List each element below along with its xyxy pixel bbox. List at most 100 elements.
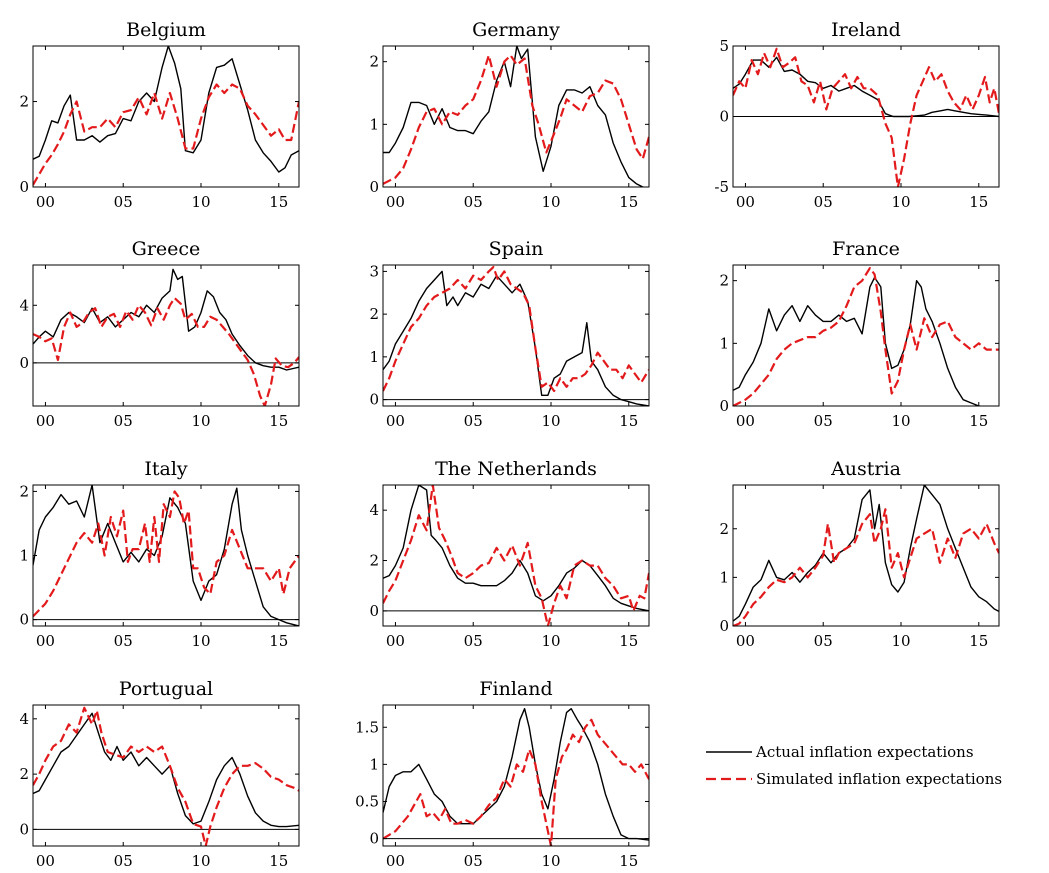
x-tick-label: 15 — [269, 412, 288, 430]
y-tick-label: 0 — [19, 178, 29, 196]
y-tick-label: 1 — [369, 348, 379, 366]
series-simulated-line — [733, 508, 999, 626]
x-tick-label: 15 — [969, 412, 988, 430]
series-actual-line — [33, 46, 299, 173]
y-tick-label: 0 — [19, 611, 29, 629]
panel-portugual: Portugual 0 2 4 00 05 10 15 — [19, 678, 300, 870]
series-simulated-line — [383, 54, 649, 185]
x-tick-label: 05 — [814, 632, 833, 650]
panel-title: Spain — [489, 238, 544, 260]
panel-title: Ireland — [831, 19, 901, 41]
axes-frame — [382, 704, 650, 847]
x-tick-label: 05 — [464, 632, 483, 650]
x-tick-label: 00 — [736, 632, 755, 650]
y-tick-label: 2 — [369, 305, 379, 323]
y-tick-label: 0 — [369, 830, 379, 848]
y-tick-label: 0 — [369, 391, 379, 409]
x-tick-label: 15 — [969, 632, 988, 650]
axes-frame — [382, 264, 650, 407]
y-tick-label: 0 — [719, 108, 729, 126]
x-tick-label: 10 — [891, 632, 910, 650]
panel-title: Finland — [479, 678, 552, 700]
y-tick-label: 1.5 — [355, 718, 379, 736]
axes-frame — [382, 484, 650, 627]
series-simulated-line — [733, 267, 999, 406]
y-tick-label: 2 — [369, 53, 379, 71]
panel-title: Germany — [472, 19, 560, 41]
series-simulated-line — [33, 490, 299, 618]
x-tick-label: 10 — [191, 852, 210, 870]
y-tick-label: 2 — [19, 765, 29, 783]
series-simulated-line — [33, 706, 299, 846]
x-tick-label: 15 — [619, 632, 638, 650]
x-tick-label: 15 — [269, 193, 288, 211]
x-tick-label: 15 — [269, 852, 288, 870]
legend-actual-label: Actual inflation expectations — [755, 743, 974, 761]
series-actual-line — [733, 276, 984, 406]
x-tick-label: 10 — [891, 412, 910, 430]
series-simulated-line — [33, 297, 299, 406]
y-tick-label: 2 — [19, 482, 29, 500]
x-tick-label: 05 — [814, 193, 833, 211]
x-tick-label: 05 — [464, 412, 483, 430]
x-tick-label: 05 — [464, 852, 483, 870]
panel-title: France — [832, 238, 900, 260]
y-tick-label: 5 — [719, 37, 729, 55]
y-tick-label: 2 — [719, 520, 729, 538]
y-tick-label: 0 — [369, 178, 379, 196]
panel-title: Italy — [144, 458, 188, 480]
panel-finland: Finland 0 0.5 1 1.5 00 05 10 15 — [355, 678, 650, 870]
y-tick-label: 0 — [719, 617, 729, 635]
y-tick-label: 0 — [19, 354, 29, 372]
series-simulated-line — [383, 266, 649, 393]
y-tick-label: 1 — [719, 568, 729, 586]
panel-france: France 0 1 2 00 05 10 15 — [719, 238, 1000, 430]
axes-frame — [382, 45, 650, 188]
x-tick-label: 15 — [269, 632, 288, 650]
y-tick-label: 3 — [369, 262, 379, 280]
axes-frame — [732, 264, 1000, 407]
y-tick-label: 1 — [19, 547, 29, 565]
axes-frame — [32, 704, 300, 847]
y-tick-label: 0.5 — [355, 792, 379, 810]
legend: Actual inflation expectations Simulated … — [706, 743, 1002, 788]
y-tick-label: 2 — [719, 272, 729, 290]
x-tick-label: 00 — [36, 412, 55, 430]
panel-spain: Spain 0 1 2 3 00 05 10 15 — [369, 238, 650, 430]
panel-germany: Germany 0 1 2 00 05 10 15 — [369, 19, 650, 211]
y-tick-label: 1 — [369, 115, 379, 133]
series-simulated-line — [33, 83, 299, 186]
x-tick-label: 05 — [114, 852, 133, 870]
legend-simulated-label: Simulated inflation expectations — [756, 770, 1002, 788]
x-tick-label: 05 — [114, 632, 133, 650]
panel-title: Greece — [132, 238, 201, 260]
panel-greece: Greece 0 4 00 05 10 15 — [19, 238, 300, 430]
x-tick-label: 00 — [386, 632, 405, 650]
y-tick-label: 4 — [19, 296, 29, 314]
panel-belgium: Belgium 0 2 00 05 10 15 — [19, 19, 300, 211]
series-simulated-line — [383, 485, 649, 626]
x-tick-label: 00 — [736, 193, 755, 211]
x-tick-label: 10 — [541, 852, 560, 870]
x-tick-label: 00 — [386, 193, 405, 211]
series-actual-line — [733, 56, 999, 118]
x-tick-label: 05 — [114, 193, 133, 211]
series-actual-line — [733, 485, 999, 622]
series-actual-line — [383, 270, 649, 406]
series-simulated-line — [733, 47, 999, 187]
x-tick-label: 15 — [619, 412, 638, 430]
x-tick-label: 05 — [814, 412, 833, 430]
y-tick-label: 2 — [19, 93, 29, 111]
panel-title: Portugual — [119, 678, 213, 700]
series-simulated-line — [383, 718, 649, 846]
x-tick-label: 10 — [191, 632, 210, 650]
x-tick-label: 00 — [36, 193, 55, 211]
panel-title: Belgium — [126, 19, 206, 41]
x-tick-label: 00 — [386, 412, 405, 430]
panel-title: The Netherlands — [435, 458, 597, 480]
panel-title: Austria — [830, 458, 901, 480]
y-tick-label: 4 — [369, 501, 379, 519]
